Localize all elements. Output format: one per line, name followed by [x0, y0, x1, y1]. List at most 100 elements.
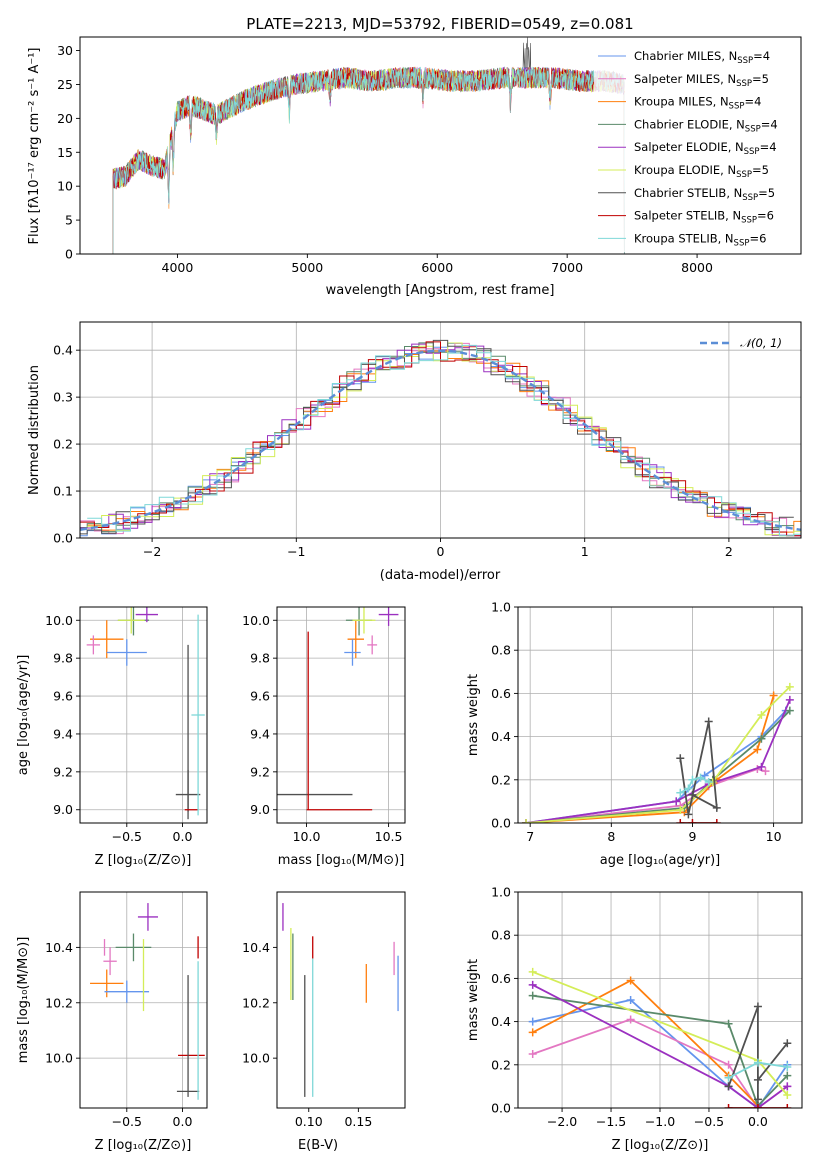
weight-vs-Z-xlabel: Z [log₁₀(Z/Z⊙)]: [612, 1138, 709, 1153]
mass-weight-vs-age-ticks: 7 8 9 10 0.0 0.2 0.4 0.6 0.8 1.0: [491, 600, 781, 845]
mass-weight-vs-Z-xtick-label: −1.5: [596, 1114, 626, 1129]
series-marker: [753, 1002, 762, 1011]
mass-vs-Z-ytick-label: 10.2: [45, 995, 73, 1010]
age-vs-mass-xtick-label: 10.0: [293, 829, 321, 844]
series-marker: [769, 691, 778, 700]
normal-curve: [80, 349, 801, 531]
mass-weight-vs-Z-ytick-label: 0.8: [491, 928, 511, 943]
legend-label-tail: =5: [752, 72, 769, 86]
legend-label-tail: =4: [761, 117, 778, 131]
spectrum-title: PLATE=2213, MJD=53792, FIBERID=0549, z=0…: [246, 15, 633, 33]
mass-weight-vs-Z-ytick-label: 0.0: [491, 1101, 511, 1116]
series-marker: [783, 1104, 792, 1108]
legend-label-tail: =5: [758, 186, 775, 200]
legend-label-tail: =4: [760, 140, 777, 154]
spectrum-ytick-label: 0: [65, 247, 73, 262]
mass-weight-vs-Z-ytick-label: 0.4: [491, 1014, 511, 1029]
spectrum-ytick-label: 15: [57, 145, 73, 160]
series-marker: [700, 771, 709, 780]
legend-label-tail: =4: [744, 95, 761, 109]
series-marker: [757, 711, 766, 719]
series-marker: [672, 797, 681, 806]
panel-mass-vs-Z: −0.5 0.0 10.0 10.2 10.4 Z [log₁₀(Z/Z⊙)] mass…: [16, 891, 208, 1153]
series-line: [525, 699, 791, 823]
age-vs-mass-ytick-label: 9.8: [250, 651, 270, 666]
series-marker: [676, 819, 685, 823]
spectrum-line-kroupa-elodie: [112, 67, 625, 254]
legend-label-sub: SSP: [742, 193, 758, 203]
legend-label-sub: SSP: [736, 170, 752, 180]
legend-label-sub: SSP: [741, 216, 757, 226]
legend-label-main: Salpeter STELIB, N: [634, 209, 741, 223]
age-vs-mass-point-salpeter-elodie: [378, 607, 399, 626]
legend-label-salpeter-elodie: Salpeter ELODIE, NSSP=4: [634, 140, 777, 157]
mass-weight-vs-age-ytick-label: 0.4: [491, 729, 511, 744]
series-marker: [522, 819, 531, 823]
mass-weight-vs-Z-xtick-label: −2.0: [547, 1114, 577, 1129]
age-vs-Z-point-salpeter-miles: [86, 635, 101, 655]
legend-label-chabrier-stelib: Chabrier STELIB, NSSP=5: [634, 186, 775, 203]
panel-age-vs-Z: −0.5 0.0 9.0 9.2 9.4 9.6 9.8 10.0 Z [log₁₀(Z/Z⊙…: [16, 606, 208, 868]
residuals-ytick-label: 0.2: [53, 437, 73, 452]
age-vs-mass-xlabel: mass [log₁₀(M/M⊙)]: [278, 853, 405, 868]
age-vs-mass-point-salpeter-miles: [367, 635, 378, 655]
legend-label-tail: =4: [753, 49, 770, 63]
series-marker: [528, 1028, 537, 1037]
age-vs-Z-point-kroupa-stelib: [191, 614, 205, 816]
mass-weight-vs-Z-frame: [517, 891, 803, 1109]
spectrum-line-chabrier-elodie: [112, 66, 625, 254]
series-marker: [626, 976, 635, 985]
legend-label-chabrier-elodie: Chabrier ELODIE, NSSP=4: [634, 117, 778, 134]
residuals-ytick-label: 0.1: [53, 484, 73, 499]
residuals-legend: 𝒩(0, 1): [700, 336, 782, 350]
spectrum-xtick-label: 5000: [291, 260, 323, 275]
series-marker: [783, 1082, 792, 1091]
legend-label-sub: SSP: [734, 238, 750, 248]
spectrum-line-chabrier-miles: [112, 66, 625, 254]
panel-mass-vs-EBV: 0.10 0.15 10.0 10.2 10.4 E(B-V): [242, 891, 406, 1153]
spectrum-line-salpeter-miles: [112, 66, 625, 254]
spectrum-xtick-label: 8000: [681, 260, 713, 275]
mass-weight-vs-Z-ticks: −2.0 −1.5 −1.0 −0.5 0.0 0.0 0.2 0.4 0.6 0.8 1.0: [491, 885, 768, 1130]
spectrum-ylabel: Flux [fλ10⁻¹⁷ erg cm⁻² s⁻¹ A⁻¹]: [27, 48, 42, 245]
age-vs-Z-point-kroupa-elodie: [117, 607, 145, 634]
age-vs-mass-grid: [277, 607, 405, 823]
series-marker: [753, 1058, 762, 1067]
mass-vs-EBV-xtick-label: 0.15: [344, 1114, 372, 1129]
legend-label-salpeter-stelib: Salpeter STELIB, NSSP=6: [634, 209, 774, 226]
age-vs-Z-ytick-label: 10.0: [45, 613, 73, 628]
panel-residuals: −2 −1 0 1 2 0.0 0.1 0.2 0.3 0.4 𝒩(0, 1) (data-mode…: [27, 321, 802, 583]
series-marker: [753, 1075, 762, 1084]
series-marker: [528, 980, 537, 989]
mass-weight-vs-Z-xtick-label: −0.5: [694, 1114, 724, 1129]
mass-vs-Z-point-chabrier-elodie: [115, 933, 152, 962]
series-line: [525, 710, 787, 823]
series-marker: [783, 1062, 792, 1071]
series-marker: [712, 819, 721, 823]
mass-vs-Z-ytick-label: 10.0: [45, 1051, 73, 1066]
histogram-kroupa-stelib: [87, 344, 801, 537]
weight-vs-age-xlabel: age [log₁₀(age/yr)]: [600, 853, 721, 868]
mass-vs-EBV-xlabel: E(B-V): [298, 1138, 338, 1153]
spectrum-ticks: 4000 5000 6000 7000 8000 0 5 10 15 20 25 30: [57, 43, 713, 275]
legend-label-main: Salpeter ELODIE, N: [634, 140, 744, 154]
series-marker: [626, 1015, 635, 1024]
mass-weight-vs-age-series-chabrier-stelib: [676, 717, 721, 819]
mass-vs-Z-xtick-label: 0.0: [173, 1114, 193, 1129]
legend-label-sub: SSP: [744, 147, 760, 157]
age-vs-mass-marks: [277, 607, 399, 811]
age-vs-mass-frame: [276, 606, 406, 824]
series-marker: [783, 1071, 792, 1080]
series-line: [526, 710, 791, 823]
mass-weight-vs-age-xtick-label: 8: [607, 829, 615, 844]
age-vs-Z-point-chabrier-miles: [106, 639, 147, 666]
age-vs-Z-marks: [86, 607, 205, 820]
spectrum-ytick-label: 25: [57, 77, 73, 92]
age-vs-Z-xtick-label: −0.5: [112, 829, 142, 844]
series-line: [532, 979, 759, 1107]
mass-weight-vs-age-ytick-label: 0.0: [491, 816, 511, 831]
mass-weight-vs-age-ytick-label: 0.2: [491, 772, 511, 787]
series-marker: [753, 1104, 762, 1108]
